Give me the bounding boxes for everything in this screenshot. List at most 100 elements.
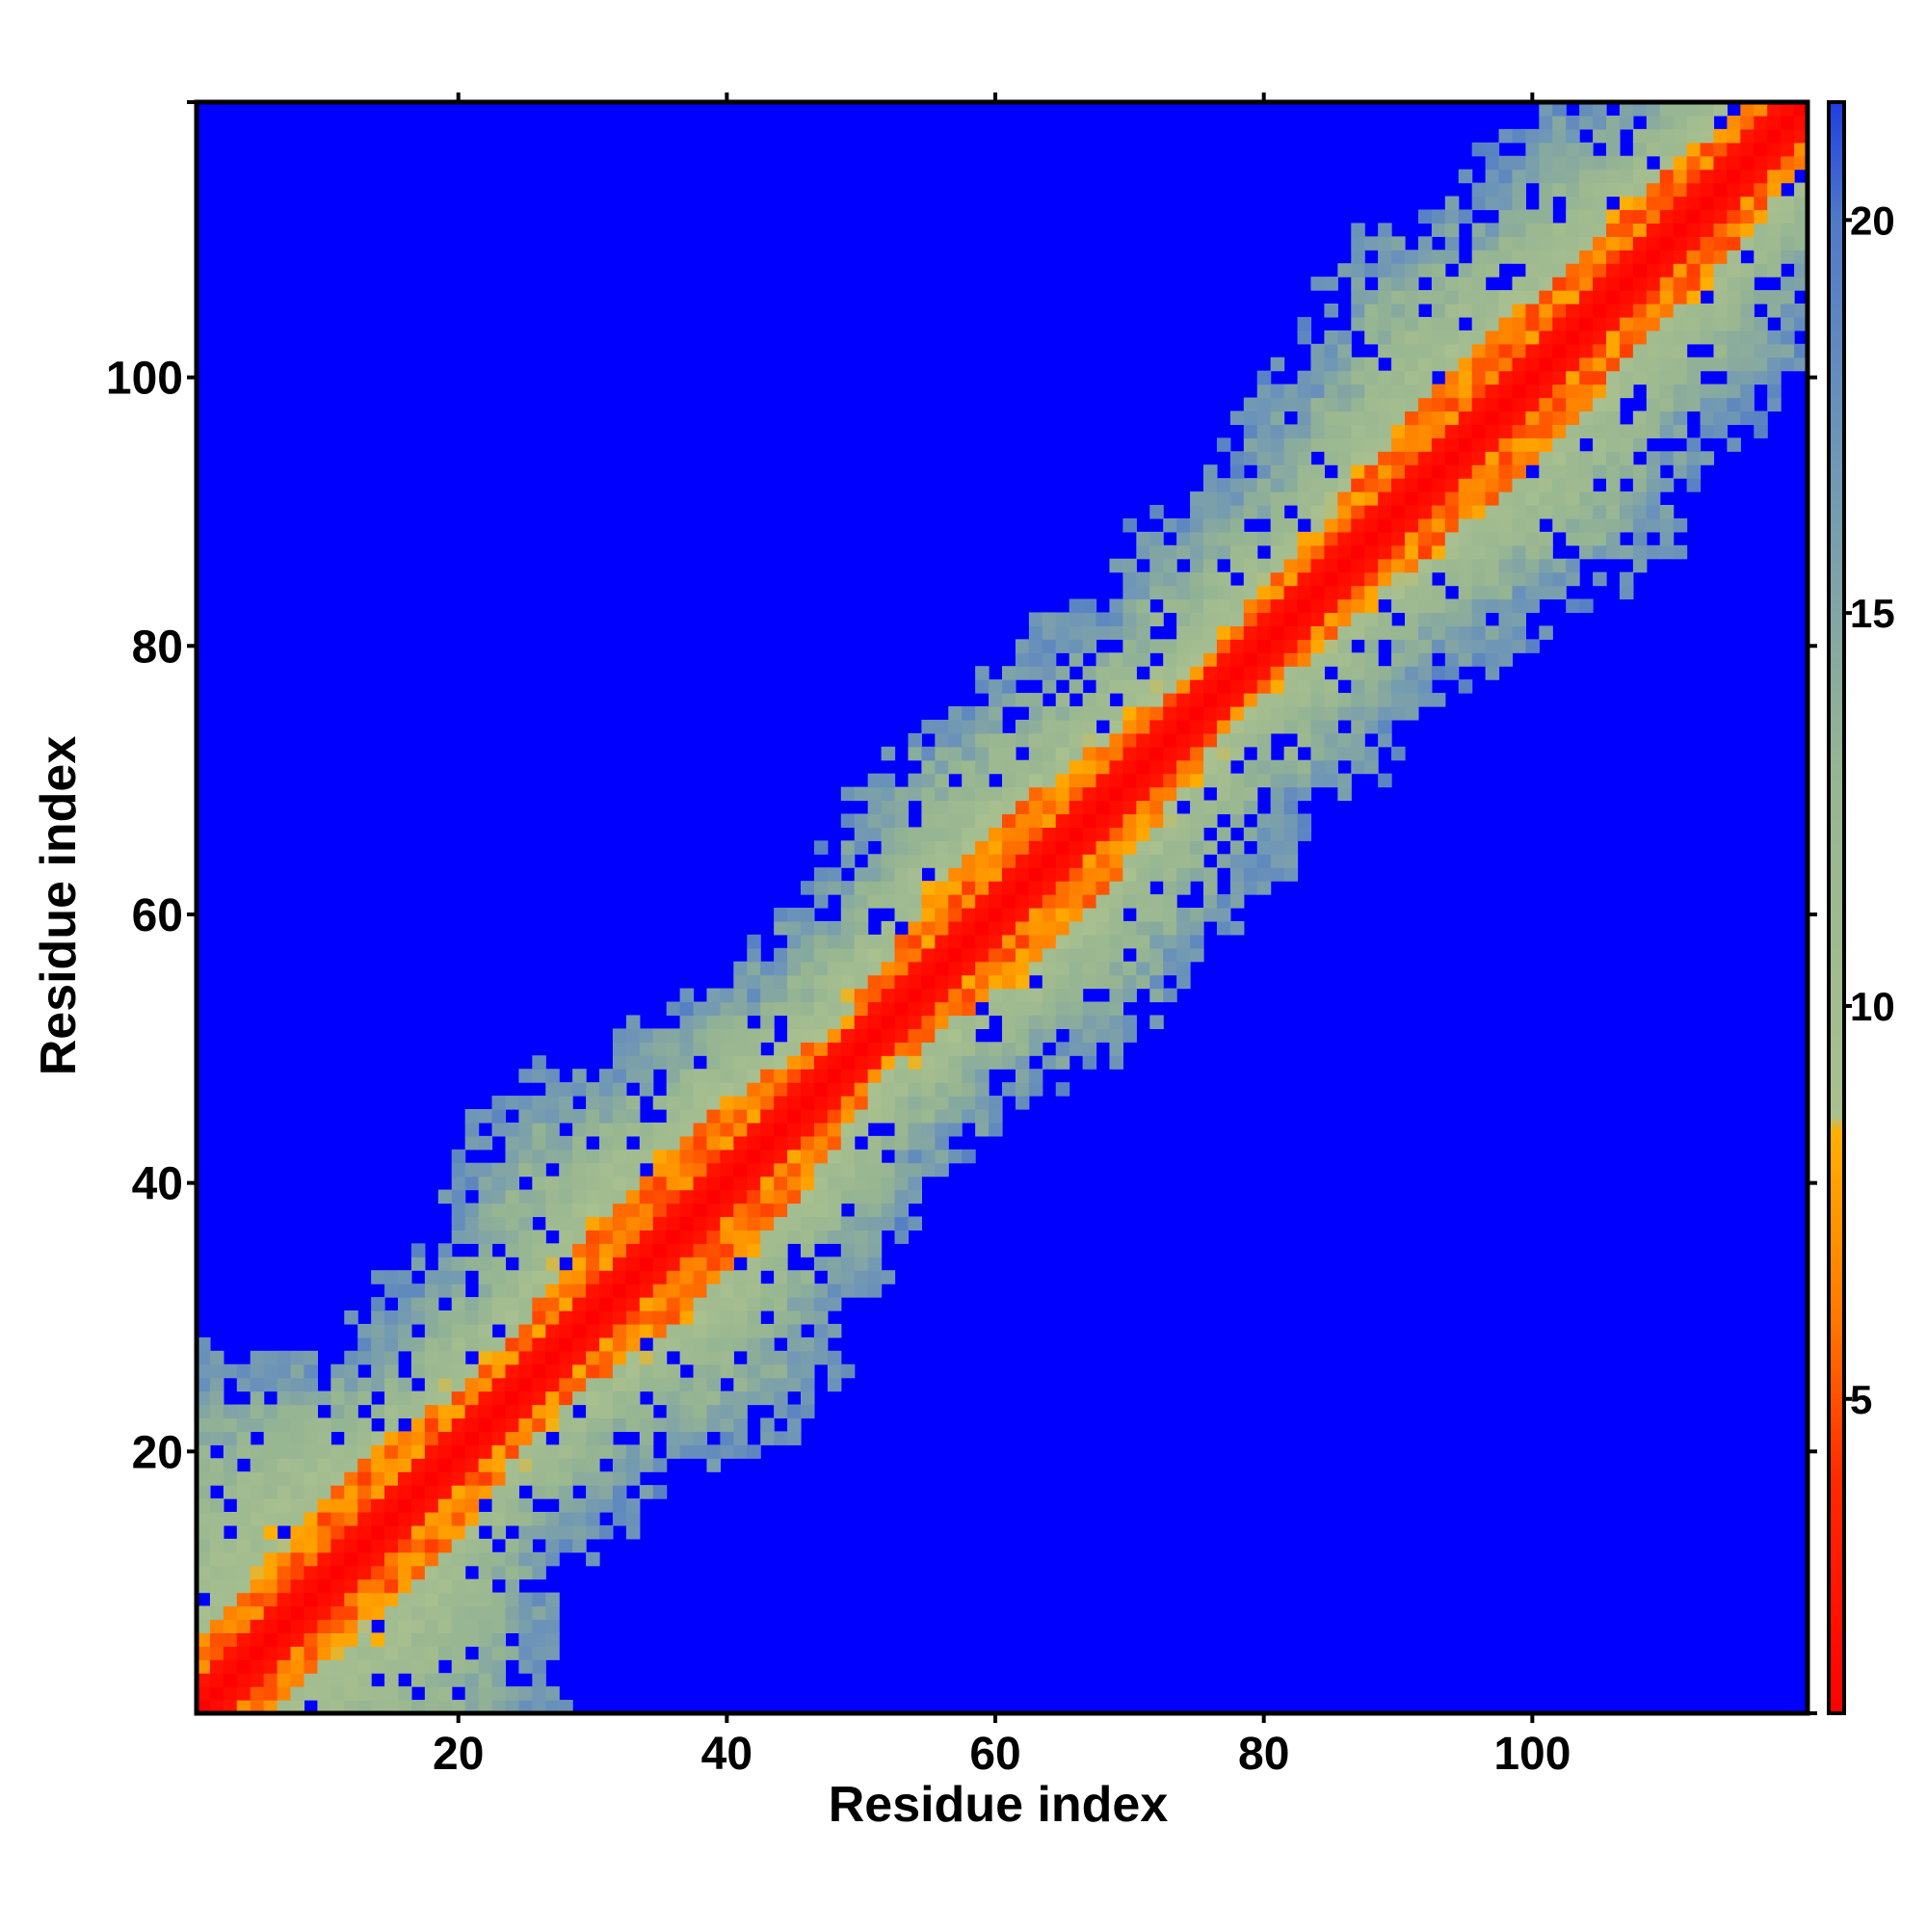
heatmap-cell <box>1485 531 1500 546</box>
heatmap-cell <box>1512 478 1526 492</box>
heatmap-cell <box>1458 330 1473 345</box>
heatmap-cell <box>464 1297 480 1311</box>
heatmap-cell <box>935 881 949 895</box>
heatmap-cell <box>1686 478 1702 492</box>
heatmap-cell <box>1256 478 1272 492</box>
heatmap-cell <box>962 1001 976 1017</box>
heatmap-cell <box>478 1444 493 1459</box>
heatmap-cell <box>371 1323 385 1338</box>
heatmap-cell <box>464 1390 480 1406</box>
heatmap-cell <box>1417 491 1433 506</box>
heatmap-cell <box>1498 652 1514 667</box>
heatmap-cell <box>1498 558 1514 573</box>
heatmap-cell <box>250 1417 265 1432</box>
heatmap-cell <box>1163 571 1177 587</box>
heatmap-cell <box>1539 505 1553 519</box>
heatmap-cell <box>1740 128 1755 144</box>
heatmap-cell <box>733 1109 748 1124</box>
heatmap-cell <box>693 1257 708 1271</box>
heatmap-cell <box>384 1659 399 1674</box>
heatmap-cell <box>854 894 869 909</box>
heatmap-cell <box>1659 397 1675 412</box>
heatmap-cell <box>1552 330 1567 345</box>
heatmap-cell <box>1270 827 1285 841</box>
heatmap-cell <box>532 1485 546 1499</box>
heatmap-cell <box>1579 115 1594 130</box>
heatmap-cell <box>1713 182 1728 198</box>
heatmap-cell <box>881 1162 896 1178</box>
heatmap-cell <box>840 908 856 922</box>
heatmap-cell <box>908 1082 922 1097</box>
heatmap-cell <box>787 1001 802 1017</box>
heatmap-cell <box>1297 384 1312 399</box>
heatmap-cell <box>962 719 976 734</box>
heatmap-cell <box>384 1498 399 1513</box>
heatmap-cell <box>1417 558 1433 573</box>
heatmap-cell <box>706 1122 721 1137</box>
heatmap-cell <box>1593 505 1607 519</box>
heatmap-cell <box>801 1390 815 1406</box>
heatmap-cell <box>223 1485 238 1499</box>
heatmap-cell <box>1297 585 1312 600</box>
heatmap-cell <box>599 1189 614 1204</box>
heatmap-cell <box>518 1135 533 1151</box>
heatmap-cell <box>827 1323 842 1338</box>
heatmap-cell <box>827 1350 842 1365</box>
heatmap-cell <box>1405 424 1419 438</box>
heatmap-cell <box>410 1498 426 1513</box>
heatmap-cell <box>1203 464 1218 479</box>
heatmap-cell <box>1754 357 1768 372</box>
heatmap-cell <box>706 1135 721 1151</box>
heatmap-cell <box>1444 437 1460 452</box>
heatmap-cell <box>1109 1028 1123 1043</box>
heatmap-cell <box>1176 934 1191 949</box>
heatmap-cell <box>1069 706 1084 721</box>
heatmap-cell <box>464 1337 480 1352</box>
heatmap-cell <box>1794 223 1808 237</box>
heatmap-cell <box>612 1284 627 1298</box>
heatmap-cell <box>1646 250 1661 264</box>
heatmap-cell <box>1324 437 1338 452</box>
heatmap-cell <box>1498 169 1514 184</box>
heatmap-cell <box>787 908 802 922</box>
heatmap-cell <box>545 1176 560 1191</box>
heatmap-cell <box>1122 840 1137 855</box>
heatmap-cell <box>1243 719 1258 734</box>
heatmap-cell <box>1055 947 1070 963</box>
heatmap-cell <box>935 908 949 922</box>
heatmap-cell <box>559 1404 573 1419</box>
heatmap-cell <box>639 1176 654 1191</box>
heatmap-cell <box>559 1377 573 1392</box>
heatmap-cell <box>1297 719 1312 734</box>
heatmap-cell <box>975 908 990 922</box>
heatmap-cell <box>437 1377 453 1392</box>
heatmap-cell <box>317 1417 331 1432</box>
heatmap-cell <box>1216 908 1231 922</box>
heatmap-cell <box>1283 478 1299 492</box>
heatmap-cell <box>1149 544 1164 560</box>
heatmap-cell <box>1378 679 1392 694</box>
heatmap-cell <box>250 1646 265 1660</box>
heatmap-cell <box>1754 330 1768 345</box>
heatmap-cell <box>1686 384 1702 399</box>
heatmap-cell <box>1270 625 1285 640</box>
heatmap-cell <box>1243 598 1258 614</box>
heatmap-cell <box>1042 961 1057 976</box>
heatmap-cell <box>693 1310 708 1325</box>
heatmap-cell <box>236 1619 251 1633</box>
heatmap-cell <box>733 1069 748 1083</box>
heatmap-cell <box>1391 437 1406 452</box>
heatmap-cell <box>693 1337 708 1352</box>
heatmap-cell <box>693 1284 708 1298</box>
heatmap-cell <box>774 1176 788 1191</box>
heatmap-cell <box>290 1390 305 1406</box>
heatmap-cell <box>827 961 842 976</box>
heatmap-cell <box>1163 840 1177 855</box>
heatmap-cell <box>1646 277 1661 291</box>
heatmap-cell <box>518 1096 533 1110</box>
heatmap-cell <box>572 1203 587 1218</box>
heatmap-cell <box>586 1109 600 1124</box>
heatmap-cell <box>612 1230 627 1244</box>
heatmap-cell <box>921 827 936 841</box>
heatmap-cell <box>1256 867 1272 882</box>
